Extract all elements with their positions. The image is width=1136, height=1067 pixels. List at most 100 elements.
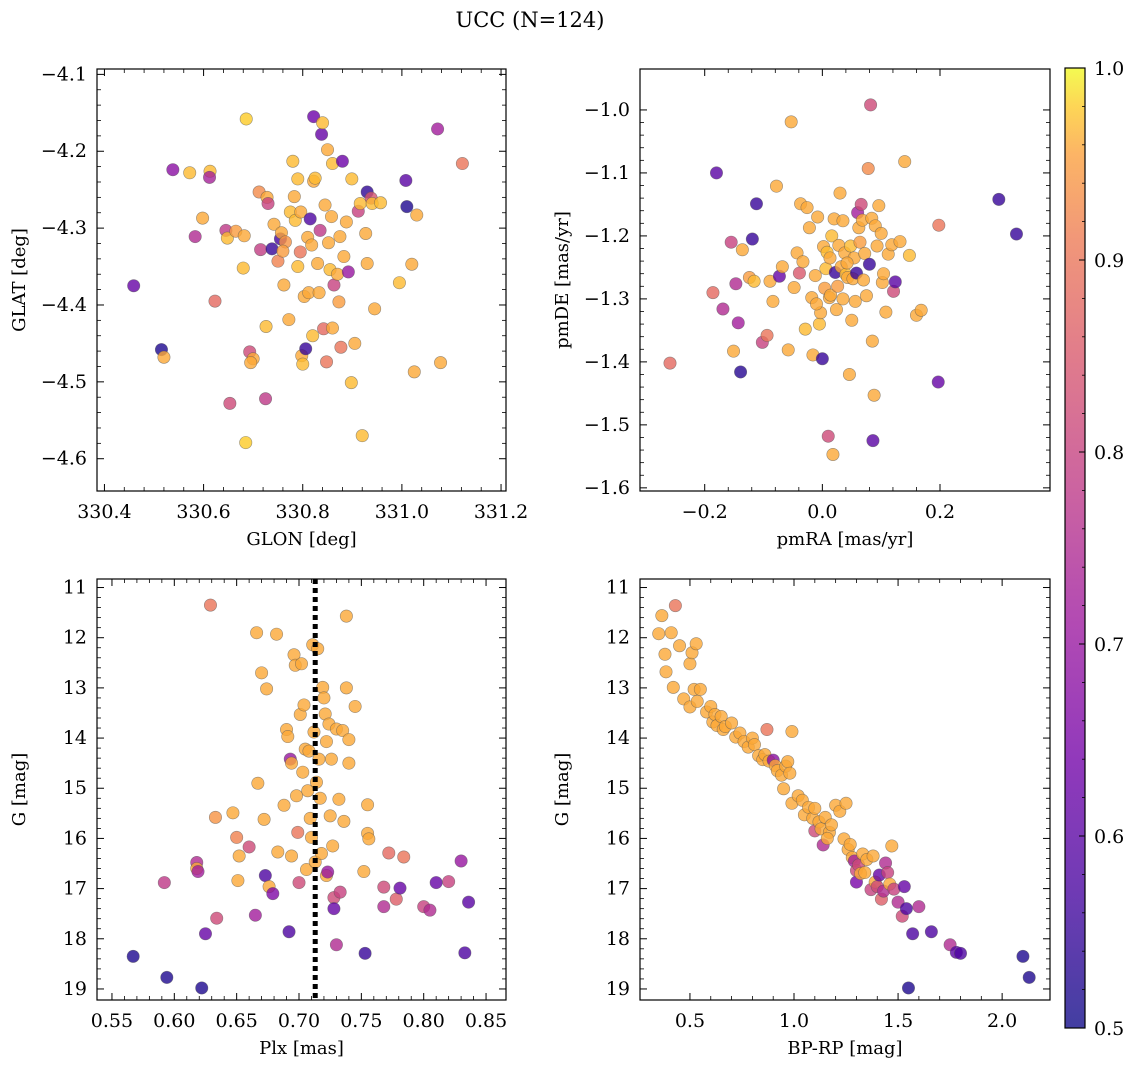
scatter-point <box>357 865 371 879</box>
scatter-point <box>735 243 749 257</box>
scatter-point <box>126 949 140 963</box>
scatter-point <box>294 657 308 671</box>
scatter-point <box>296 357 310 371</box>
scatter-point <box>815 352 829 366</box>
y-tick-label: −4.5 <box>41 371 87 393</box>
scatter-point <box>337 814 351 828</box>
axes-frame <box>96 578 507 1001</box>
scatter-point <box>848 294 862 308</box>
scatter-point <box>341 265 355 279</box>
scatter-point <box>689 637 703 651</box>
scatter-point <box>359 226 373 240</box>
x-tick-label: 0.0 <box>807 501 837 523</box>
x-tick-label: 0.5 <box>675 1010 705 1032</box>
scatter-point <box>307 110 321 124</box>
y-tick-label: 11 <box>63 577 87 599</box>
scatter-point <box>299 342 313 356</box>
scatter-point <box>374 196 388 210</box>
scatter-point <box>261 197 275 211</box>
x-tick-label: 0.70 <box>278 1010 320 1032</box>
scatter-point <box>865 334 879 348</box>
scatter-point <box>808 269 822 283</box>
colorbar-tick-label: 1.0 <box>1094 58 1124 80</box>
scatter-point <box>862 257 876 271</box>
colorbar-frame <box>1064 67 1086 1029</box>
scatter-point <box>902 248 916 262</box>
scatter-point <box>872 199 886 213</box>
x-tick-label: −0.2 <box>682 501 728 523</box>
x-tick-label: 0.55 <box>91 1010 133 1032</box>
scatter-point <box>1016 949 1030 963</box>
scatter-point <box>311 256 325 270</box>
scatter-point <box>324 752 338 766</box>
scatter-point <box>287 190 301 204</box>
axes-frame <box>96 68 507 492</box>
scatter-point <box>282 313 296 327</box>
scatter-point <box>368 302 382 316</box>
scatter-point <box>455 157 469 171</box>
scatter-point <box>725 716 739 730</box>
scatter-point <box>434 356 448 370</box>
scatter-point <box>183 166 197 180</box>
colorbar-tick-label: 0.8 <box>1094 442 1124 464</box>
y-tick-label: −4.3 <box>41 217 87 239</box>
scatter-point <box>706 286 720 300</box>
scatter-point <box>392 276 406 290</box>
scatter-point <box>270 627 284 641</box>
y-axis-label: GLAT [deg] <box>9 228 30 332</box>
scatter-point <box>734 365 748 379</box>
scatter-points <box>127 110 469 450</box>
scatter-point <box>358 946 372 960</box>
x-tick-label: 0.75 <box>340 1010 382 1032</box>
figure-title: UCC (N=124) <box>456 8 605 32</box>
scatter-point <box>160 970 174 984</box>
scatter-point <box>769 179 783 193</box>
y-tick-label: −4.1 <box>41 63 87 85</box>
y-tick-label: 12 <box>63 627 87 649</box>
scatter-point <box>313 223 327 237</box>
scatter-point <box>290 789 304 803</box>
scatter-point <box>825 229 839 243</box>
scatter-point <box>320 355 334 369</box>
scatter-point <box>285 849 299 863</box>
scatter-point <box>323 809 337 823</box>
scatter-point <box>760 328 774 342</box>
scatter-point <box>906 927 920 941</box>
scatter-point <box>237 229 251 243</box>
scatter-point <box>336 724 350 738</box>
y-tick-label: −1.3 <box>584 288 630 310</box>
colorbar-tick-label: 0.5 <box>1094 1018 1124 1040</box>
scatter-point <box>400 200 414 214</box>
scatter-point <box>442 875 456 889</box>
scatter-point <box>353 197 367 211</box>
scatter-point <box>344 376 358 390</box>
scatter-point <box>716 302 730 316</box>
y-axis-label: pmDE [mas/yr] <box>552 211 573 349</box>
axes-frame <box>639 68 1051 492</box>
scatter-point <box>315 127 329 141</box>
scatter-point <box>783 766 797 780</box>
scatter-point <box>203 598 217 612</box>
scatter-point <box>361 798 375 812</box>
scatter-point <box>305 238 319 252</box>
scatter-point <box>747 738 761 752</box>
scatter-point <box>399 173 413 187</box>
colorbar-tick-label: 0.7 <box>1094 634 1124 656</box>
scatter-point <box>389 892 403 906</box>
x-tick-label: 1.5 <box>883 1010 913 1032</box>
scatter-point <box>858 866 872 880</box>
scatter-point <box>223 396 237 410</box>
scatter-point <box>332 792 346 806</box>
scatter-point <box>659 665 673 679</box>
scatter-point <box>254 243 268 257</box>
scatter-point <box>321 143 335 157</box>
scatter-point <box>342 733 356 747</box>
scatter-point <box>281 730 295 744</box>
scatter-point <box>954 946 968 960</box>
scatter-points <box>126 598 476 995</box>
scatter-point <box>297 698 311 712</box>
scatter-point <box>777 782 791 796</box>
scatter-point <box>393 881 407 895</box>
scatter-point <box>332 295 346 309</box>
scatter-point <box>157 350 171 364</box>
